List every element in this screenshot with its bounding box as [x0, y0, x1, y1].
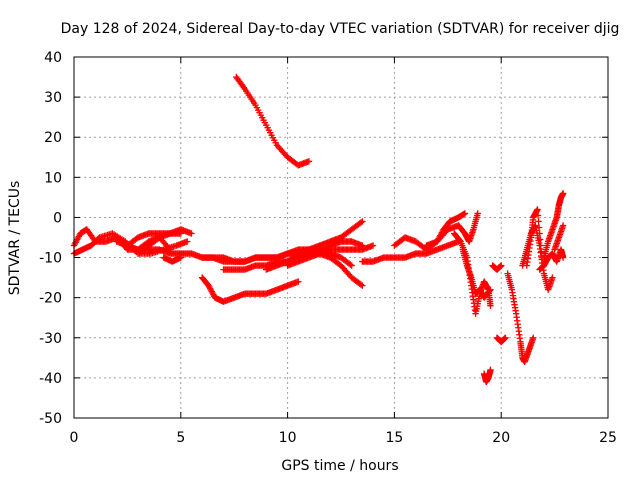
data-point — [486, 287, 493, 294]
data-point — [559, 222, 567, 229]
data-point — [535, 224, 543, 231]
axis-ticks: 0 5 10 15 20 25 40 30 20 10 0 -10 -20 -30 -40 -50 — [39, 50, 617, 446]
data-point — [188, 230, 195, 237]
data-point — [487, 366, 494, 374]
series-arc-d — [124, 230, 184, 249]
series-arc-x — [536, 246, 567, 273]
x-tick-label: 10 — [279, 430, 297, 446]
x-tick-label: 20 — [492, 430, 510, 446]
series-arc-t — [493, 334, 509, 345]
data-point — [487, 302, 494, 309]
data-point — [535, 218, 542, 225]
data-point — [559, 190, 567, 197]
data-point — [359, 242, 366, 249]
data-point — [474, 210, 481, 217]
data-point — [461, 210, 469, 217]
data-point — [498, 262, 505, 269]
series-arc-r — [480, 366, 494, 386]
series-arc-q — [459, 246, 494, 301]
series-arc-s — [489, 262, 505, 273]
y-tick-label: -10 — [39, 251, 62, 267]
data-point — [537, 242, 544, 249]
data-point — [502, 334, 509, 341]
data-point — [530, 334, 537, 341]
y-tick-label: -30 — [39, 331, 62, 347]
series-arc-w — [523, 206, 545, 269]
y-tick-label: 10 — [44, 170, 62, 186]
data-point — [177, 230, 184, 237]
data-point — [559, 254, 567, 261]
data-point — [534, 212, 542, 219]
y-tick-label: -20 — [39, 291, 62, 307]
data-point — [348, 262, 355, 269]
data-point — [295, 278, 302, 285]
series-arc-l — [284, 238, 366, 269]
y-tick-label: 20 — [44, 130, 62, 146]
x-tick-label: 25 — [599, 430, 617, 446]
data-point — [536, 236, 544, 243]
data-point — [359, 282, 366, 289]
x-tick-label: 15 — [385, 430, 403, 446]
data-marks — [70, 73, 567, 386]
data-point — [534, 206, 541, 213]
data-point — [357, 281, 365, 288]
y-axis-label: SDTVAR / TECUs — [7, 181, 23, 296]
data-point — [305, 158, 313, 165]
plot-frame — [73, 56, 609, 419]
x-tick-label: 0 — [70, 430, 79, 446]
y-tick-label: 40 — [44, 50, 62, 66]
data-point — [166, 246, 174, 253]
chart-title: Day 128 of 2024, Sidereal Day-to-day VTE… — [61, 21, 620, 37]
x-axis-label: GPS time / hours — [281, 458, 398, 474]
series-arc-m — [359, 238, 462, 265]
series-arc-z — [551, 222, 567, 253]
x-tick-label: 5 — [176, 430, 185, 446]
data-point — [359, 218, 366, 225]
series-arc-f — [160, 254, 184, 265]
series-arc-o — [423, 210, 481, 249]
data-point — [369, 242, 377, 249]
series-arc-j — [233, 73, 313, 169]
data-point — [357, 219, 365, 226]
data-point — [347, 261, 354, 268]
data-point — [177, 254, 184, 261]
data-point — [549, 274, 556, 281]
series-arc-i — [198, 274, 302, 305]
y-tick-label: -40 — [39, 371, 62, 387]
data-point — [184, 238, 191, 245]
series-arc-e — [134, 234, 174, 257]
series-arc-u — [504, 270, 537, 366]
y-tick-label: -50 — [39, 411, 62, 427]
data-point — [487, 286, 494, 293]
y-tick-label: 0 — [53, 210, 62, 226]
data-point — [536, 230, 543, 237]
y-tick-label: 30 — [44, 90, 62, 106]
series-arc-y — [540, 190, 567, 261]
